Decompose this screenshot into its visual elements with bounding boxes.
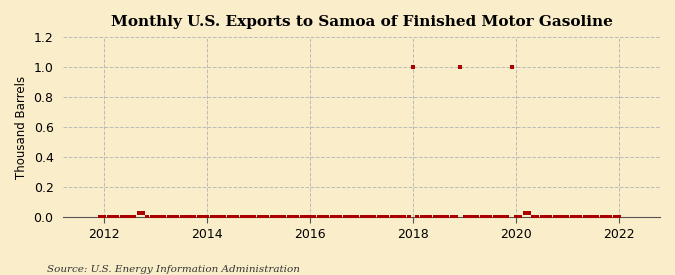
Y-axis label: Thousand Barrels: Thousand Barrels (15, 76, 28, 179)
Text: Source: U.S. Energy Information Administration: Source: U.S. Energy Information Administ… (47, 265, 300, 274)
Title: Monthly U.S. Exports to Samoa of Finished Motor Gasoline: Monthly U.S. Exports to Samoa of Finishe… (111, 15, 613, 29)
